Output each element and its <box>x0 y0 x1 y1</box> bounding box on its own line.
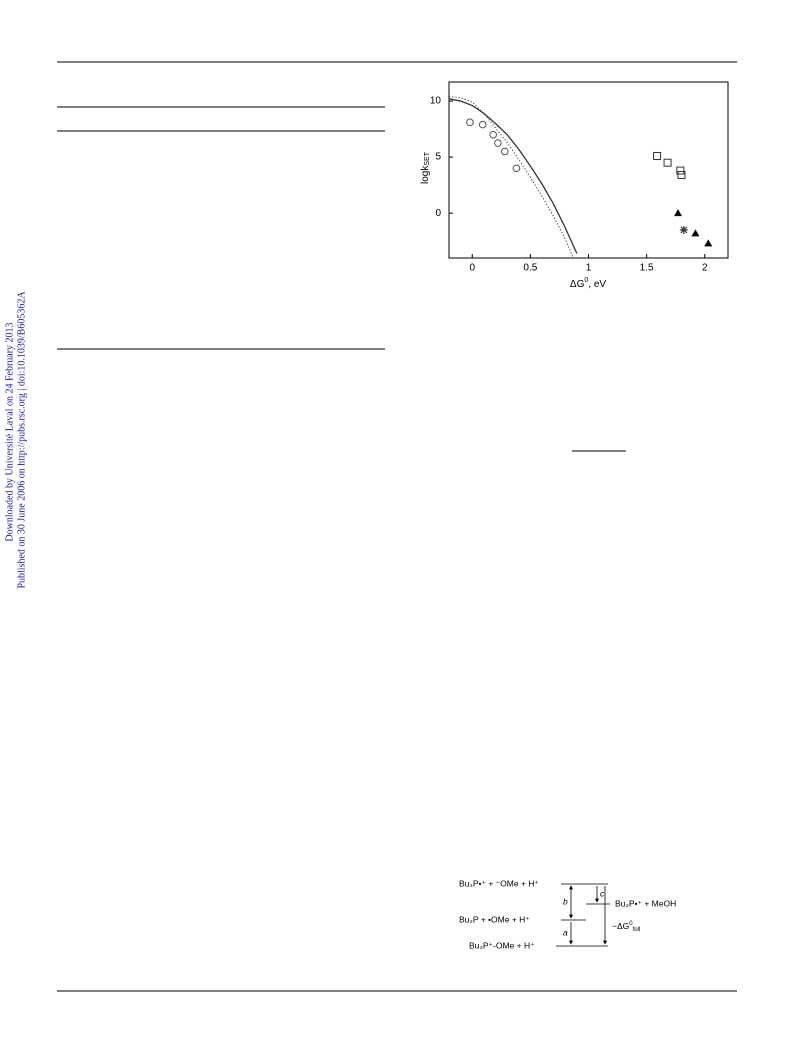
square-point <box>677 171 686 180</box>
x-label-main: ΔG <box>570 279 585 290</box>
y-tick-label: 10 <box>430 96 442 107</box>
star-point <box>679 225 688 234</box>
publish-note: Published on 30 June 2006 on http://pubs… <box>16 291 27 589</box>
square-point <box>676 166 685 175</box>
x-tick-label: 0.5 <box>523 263 537 274</box>
x-tick-label: 1 <box>586 263 592 274</box>
x-tick-label: 1.5 <box>640 263 654 274</box>
scheme-label: Bu₃P + •OMe + H⁺ <box>459 914 530 924</box>
plot-area <box>449 96 578 258</box>
triangle-point <box>674 209 683 217</box>
square-point <box>663 158 672 167</box>
x-label-rest: , eV <box>588 279 606 290</box>
y-tick-label: 0 <box>435 208 441 219</box>
scheme-letter: b <box>563 896 568 906</box>
triangle-point <box>691 229 700 237</box>
curve <box>449 96 574 258</box>
scheme-letter: c <box>600 888 605 898</box>
scheme-label: Bu₃P⁺-OMe + H⁺ <box>469 940 535 950</box>
download-note: Downloaded by Université Laval on 24 Feb… <box>4 322 15 541</box>
scheme-label: Bu₃P•⁺ + MeOH <box>615 898 676 908</box>
dg-sub: foll <box>633 927 641 933</box>
x-tick-label: 2 <box>702 263 708 274</box>
x-axis-label: ΔG0, eV <box>570 277 606 290</box>
circle-point <box>478 120 487 129</box>
dg-sup: 0 <box>629 921 633 927</box>
circle-point <box>466 118 474 127</box>
energy-scheme <box>556 883 610 947</box>
circle-point <box>494 139 502 147</box>
y-tick-label: 5 <box>435 152 441 163</box>
chart: 0 0.5 1 1.5 2 0 5 10 <box>430 96 713 274</box>
square-point <box>653 151 662 160</box>
scheme-letter: a <box>563 927 568 937</box>
circle-point <box>512 164 521 173</box>
scheme-label: Bu₃P•⁺ + ⁻OMe + H⁺ <box>459 878 539 888</box>
circle-point <box>501 147 509 156</box>
circle-point <box>489 130 497 139</box>
triangle-point <box>704 239 713 247</box>
curve <box>449 98 578 254</box>
scheme-energy: −ΔG0foll <box>612 921 640 933</box>
dg-main: −ΔG <box>612 921 629 931</box>
y-axis-label: logkSET <box>420 151 431 184</box>
y-label-main: logk <box>420 165 431 184</box>
x-label-sup: 0 <box>584 277 588 284</box>
y-label-sub: SET <box>424 151 431 165</box>
x-tick-label: 0 <box>469 263 475 274</box>
